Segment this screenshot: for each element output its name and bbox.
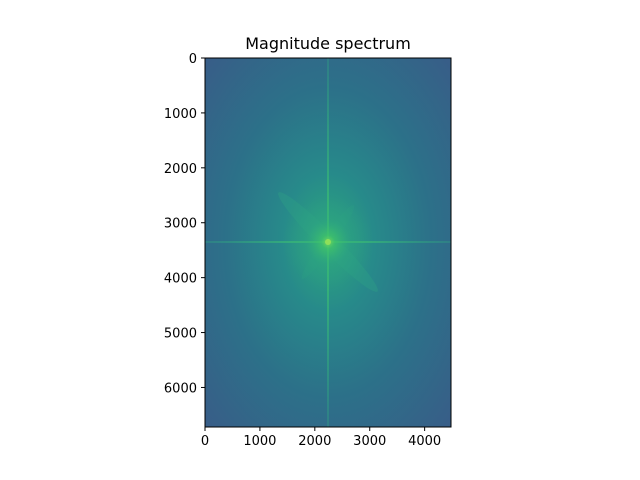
x-tick-label: 1000 — [243, 434, 276, 449]
x-tick-label: 4000 — [408, 434, 441, 449]
plot-area — [205, 58, 451, 427]
y-axis: 0 1000 2000 3000 4000 5000 6000 — [164, 52, 205, 396]
y-tick-label: 4000 — [164, 272, 197, 287]
y-tick-label: 0 — [189, 52, 197, 67]
x-tick-label: 3000 — [353, 434, 386, 449]
center-peak — [325, 239, 331, 245]
plot-frame — [204, 57, 452, 428]
y-tick-label: 2000 — [164, 162, 197, 177]
x-tick-label: 2000 — [298, 434, 331, 449]
x-tick-label: 0 — [201, 434, 209, 449]
chart-title: Magnitude spectrum — [245, 34, 411, 53]
y-tick-label: 3000 — [164, 217, 197, 232]
y-tick-label: 6000 — [164, 381, 197, 396]
x-axis: 0 1000 2000 3000 4000 — [201, 427, 441, 449]
y-tick-label: 1000 — [164, 107, 197, 122]
y-tick-label: 5000 — [164, 327, 197, 342]
